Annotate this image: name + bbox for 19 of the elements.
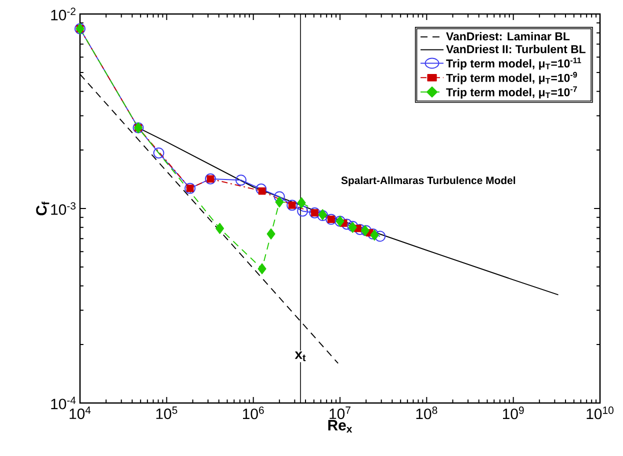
y-tick-label: 10$^{-2}$ [51, 8, 76, 20]
annotation: Spalart-Allmaras Turbulence Model [341, 176, 516, 186]
x-tick-label: 10$^{5}$ [156, 406, 178, 420]
x-tick-label: 10$^{6}$ [243, 406, 264, 420]
y-axis-title: C$_{f}$ [36, 202, 50, 216]
x-tick-label: 10$^{10}$ [586, 406, 614, 420]
legend-label: VanDriest II: Turbulent BL [446, 44, 586, 54]
legend-label: Trip term model, μ$_{T}$=10$^{-9}$ [446, 72, 577, 84]
x-tick-label: 10$^{9}$ [503, 406, 524, 420]
y-tick-label: 10$^{-3}$ [51, 202, 76, 215]
legend-label: VanDriest: Laminar BL [446, 32, 570, 40]
x-tick-label: 10$^{7}$ [330, 406, 350, 420]
x-tick-label: 10$^{8}$ [416, 406, 438, 420]
ref-line-label: x$_{t}$ [294, 352, 306, 362]
y-tick-label: 10$^{-4}$ [51, 396, 76, 410]
x-tick-label: 10$^{4}$ [70, 406, 91, 420]
legend-label: Trip term model, μ$_{T}$=10$^{-11}$ [446, 58, 582, 70]
legend-label: Trip term model, μ$_{T}$=10$^{-7}$ [446, 86, 577, 99]
x-axis-title: Re$_{x}$ [328, 420, 352, 432]
